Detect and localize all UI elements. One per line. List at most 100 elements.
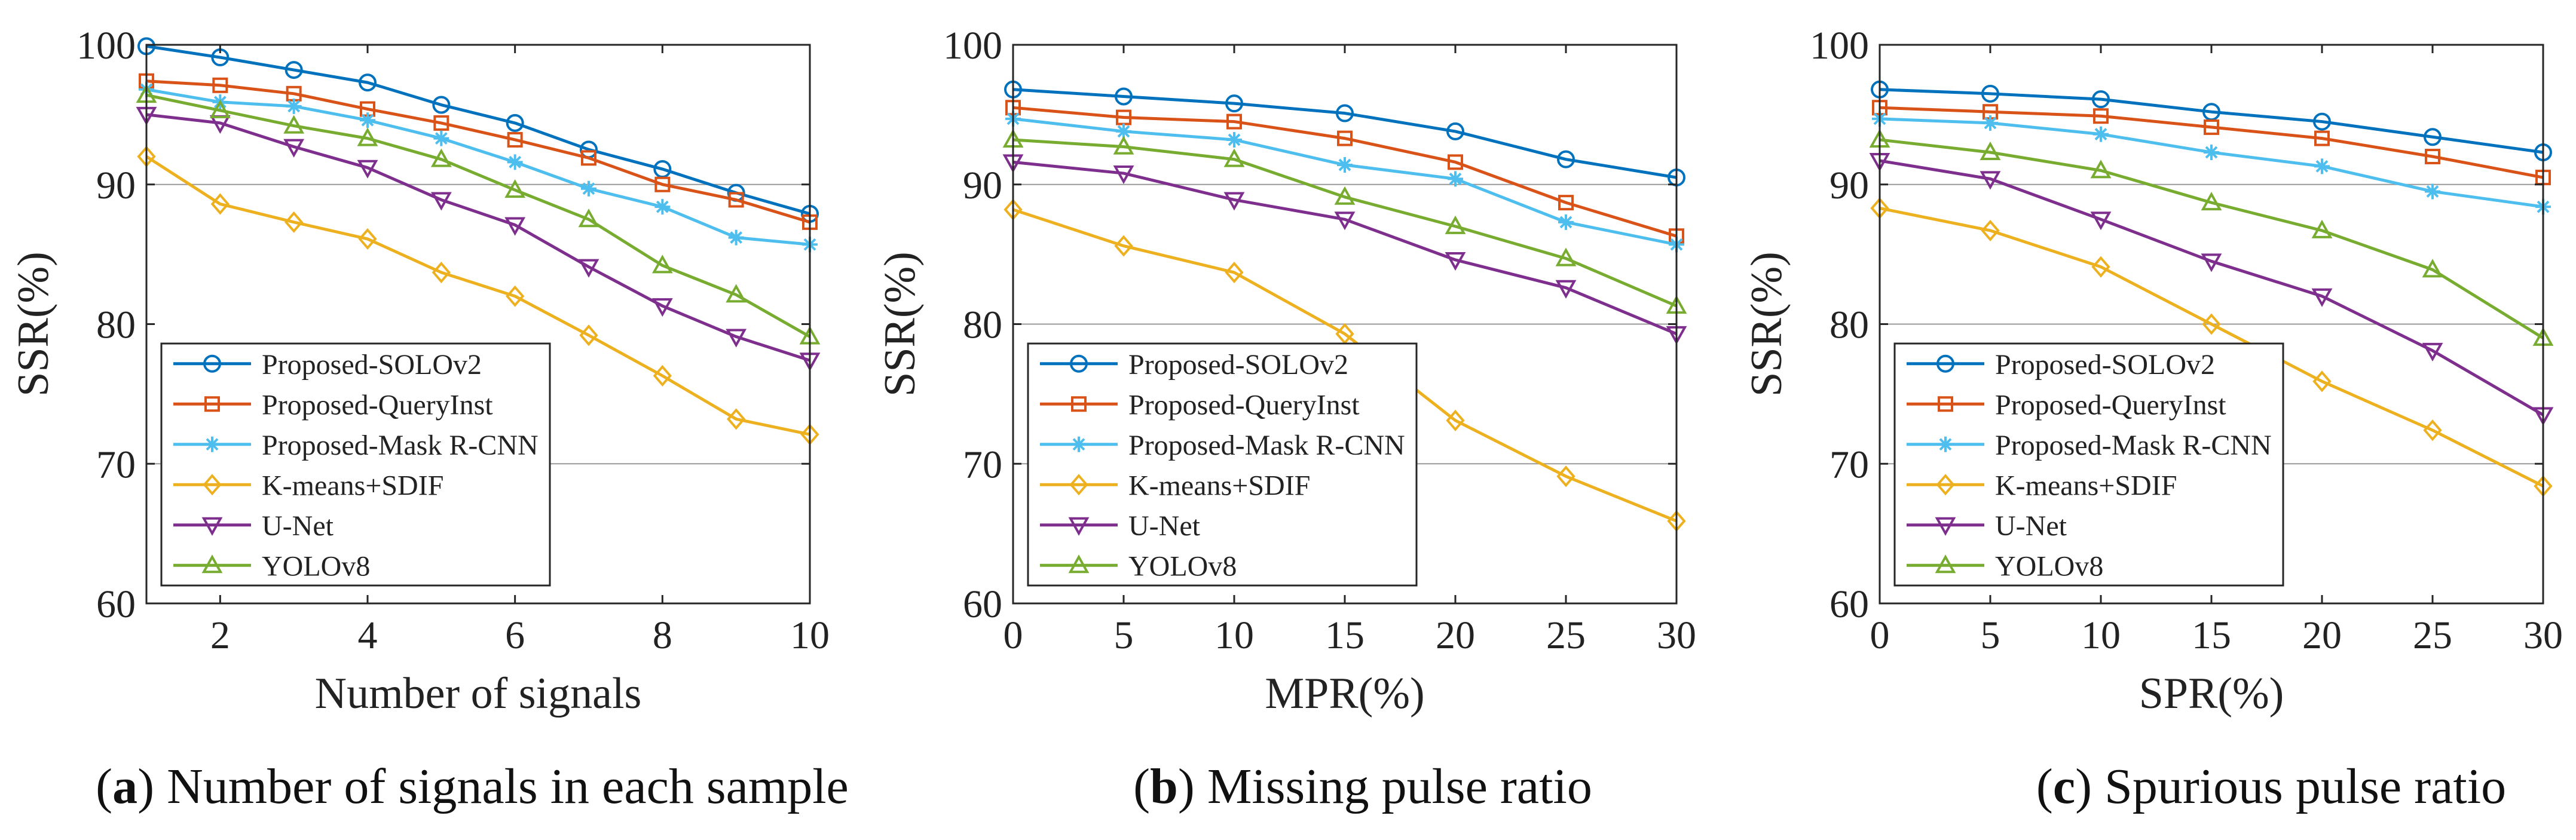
x-tick-label-b-15: 15	[1325, 614, 1365, 657]
data-point-c-proposed-queryinst-5	[2425, 149, 2440, 164]
data-point-b-yolov8-2	[1223, 148, 1245, 167]
legend-label-b-yolov8: YOLOv8	[1128, 550, 1237, 582]
legend-label-a-yolov8: YOLOv8	[262, 550, 370, 582]
legend-c: Proposed-SOLOv2 Proposed-QueryInst Propose…	[1893, 342, 2284, 587]
y-axis-label-b: SSR(%)	[876, 252, 925, 397]
series-line-b-proposed-solov2	[1012, 88, 1677, 179]
legend-marker-c-k-means-sdif	[1936, 474, 1955, 496]
legend-marker-c-proposed-queryinst	[1938, 396, 1953, 412]
data-point-a-k-means-sdif-6	[579, 324, 598, 347]
legend-label-a-k-means-sdif: K-means+SDIF	[262, 470, 443, 501]
y-tick-label-b-100: 100	[943, 24, 1002, 68]
legend-marker-b-proposed-mask-r-cnn	[1071, 436, 1087, 452]
data-point-c-proposed-mask-r-cnn-2	[2093, 126, 2109, 142]
series-line-a-proposed-solov2	[146, 44, 810, 216]
legend-label-a-proposed-mask-r-cnn: Proposed-Mask R-CNN	[262, 430, 539, 461]
data-point-a-proposed-mask-r-cnn-8	[728, 229, 744, 246]
data-point-c-proposed-solov2-4	[2313, 112, 2331, 131]
data-point-c-proposed-solov2-5	[2424, 128, 2442, 146]
data-point-a-proposed-mask-r-cnn-7	[654, 199, 671, 215]
data-point-b-k-means-sdif-5	[1556, 465, 1575, 488]
y-tick-label-a-80: 80	[96, 303, 136, 347]
series-line-b-k-means-sdif	[1012, 208, 1677, 523]
legend-marker-a-proposed-queryinst	[204, 396, 220, 412]
data-point-a-proposed-mask-r-cnn-6	[581, 180, 596, 197]
x-tick-label-b-5: 5	[1114, 614, 1134, 657]
legend-marker-b-u-net	[1068, 517, 1090, 536]
series-line-c-proposed-solov2	[1879, 88, 2544, 154]
y-tick-label-c-60: 60	[1829, 583, 1869, 626]
chart-panel-a: 2 4 6 8 10 60 70 80 90 100 Number of signals SSR(%)…	[9, 24, 830, 718]
data-point-a-proposed-solov2-4	[432, 96, 451, 114]
data-point-a-yolov8-4	[430, 148, 452, 167]
data-point-a-proposed-mask-r-cnn-2	[286, 98, 302, 114]
data-point-c-yolov8-4	[2311, 219, 2333, 238]
legend-label-c-k-means-sdif: K-means+SDIF	[1995, 470, 2177, 501]
x-tick-label-c-0: 0	[1870, 614, 1890, 657]
data-point-c-k-means-sdif-5	[2423, 419, 2442, 442]
data-point-b-k-means-sdif-1	[1114, 235, 1133, 257]
x-tick-label-c-5: 5	[1981, 614, 2000, 657]
data-point-b-u-net-3	[1334, 211, 1356, 231]
series-line-a-proposed-queryinst	[146, 79, 810, 224]
data-point-b-proposed-mask-r-cnn-3	[1337, 157, 1353, 173]
data-point-b-k-means-sdif-4	[1446, 409, 1465, 431]
x-tick-label-c-20: 20	[2302, 614, 2342, 657]
data-point-a-u-net-3	[357, 160, 378, 179]
data-point-a-u-net-8	[726, 329, 747, 348]
data-point-b-u-net-2	[1223, 192, 1245, 211]
data-point-c-proposed-solov2-1	[1981, 84, 1999, 103]
data-point-c-u-net-3	[2201, 253, 2222, 272]
data-point-c-yolov8-5	[2422, 259, 2443, 278]
data-point-b-u-net-1	[1113, 165, 1134, 185]
legend-label-a-proposed-solov2: Proposed-SOLOv2	[262, 349, 482, 381]
data-point-b-proposed-mask-r-cnn-5	[1558, 214, 1574, 230]
data-point-a-yolov8-2	[283, 115, 305, 134]
legend-label-c-yolov8: YOLOv8	[1995, 550, 2103, 582]
legend-label-b-k-means-sdif: K-means+SDIF	[1128, 470, 1310, 501]
x-tick-label-b-25: 25	[1546, 614, 1586, 657]
data-point-a-proposed-queryinst-5	[507, 131, 523, 148]
data-point-b-proposed-solov2-2	[1225, 94, 1243, 113]
data-point-c-u-net-1	[1980, 171, 2001, 190]
data-point-c-k-means-sdif-4	[2312, 370, 2332, 393]
data-point-b-proposed-solov2-4	[1446, 122, 1464, 140]
y-tick-label-c-70: 70	[1829, 443, 1869, 486]
data-point-a-yolov8-6	[578, 209, 599, 228]
series-line-a-proposed-mask-r-cnn	[146, 88, 810, 246]
data-point-c-yolov8-1	[1980, 141, 2001, 160]
legend-box-a	[160, 342, 551, 587]
data-point-b-yolov8-3	[1334, 186, 1356, 205]
data-point-b-yolov8-4	[1445, 215, 1466, 234]
data-point-b-proposed-queryinst-5	[1558, 195, 1574, 211]
data-point-c-k-means-sdif-3	[2202, 313, 2221, 335]
x-tick-label-c-30: 30	[2523, 614, 2563, 657]
data-point-a-proposed-queryinst-1	[212, 77, 228, 93]
legend-marker-b-proposed-queryinst	[1071, 396, 1087, 412]
x-tick-label-b-0: 0	[1004, 614, 1023, 657]
data-point-a-k-means-sdif-5	[506, 285, 525, 307]
legend-label-b-proposed-solov2: Proposed-SOLOv2	[1128, 349, 1348, 381]
caption-b: (b) Missing pulse ratio	[1133, 759, 1592, 814]
data-point-b-proposed-queryinst-4	[1448, 154, 1463, 170]
data-point-a-yolov8-1	[209, 99, 231, 118]
data-point-a-yolov8-8	[726, 284, 747, 303]
chart-panel-b: 0 5 10 15 20 25 30 60 70 80 90 100 MPR(%) SSR(%) Propo…	[876, 24, 1696, 718]
legend-marker-a-proposed-solov2	[203, 354, 221, 373]
legend-label-c-u-net: U-Net	[1995, 510, 2067, 542]
data-point-a-proposed-mask-r-cnn-3	[360, 112, 375, 128]
x-axis-label-a: Number of signals	[315, 669, 642, 718]
x-tick-label-a-4: 4	[358, 614, 378, 657]
legend-marker-a-proposed-mask-r-cnn	[204, 436, 220, 452]
y-tick-label-a-70: 70	[96, 443, 136, 486]
data-point-a-proposed-solov2-3	[359, 73, 377, 92]
data-point-b-proposed-mask-r-cnn-2	[1226, 131, 1242, 148]
x-tick-label-a-8: 8	[653, 614, 672, 657]
data-point-a-k-means-sdif-7	[653, 364, 672, 387]
x-tick-label-b-20: 20	[1436, 614, 1475, 657]
data-point-c-k-means-sdif-2	[2091, 256, 2110, 278]
data-point-a-proposed-queryinst-4	[433, 115, 449, 131]
data-point-b-yolov8-1	[1113, 136, 1134, 155]
data-point-a-k-means-sdif-2	[284, 211, 304, 233]
